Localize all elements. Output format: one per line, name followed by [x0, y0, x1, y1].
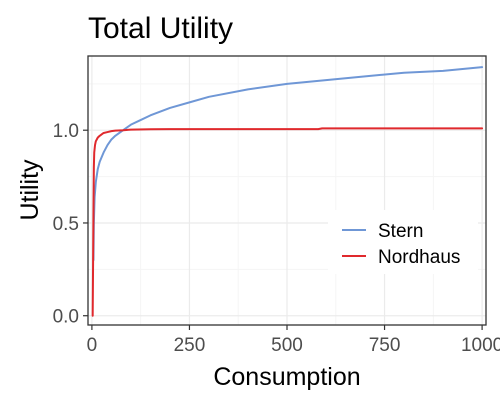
y-tick-label: 1.0: [53, 121, 79, 142]
x-axis-ticks: 0 250 500 750 1000: [87, 325, 500, 356]
y-axis-title: Utility: [16, 159, 44, 221]
series-line-stern: [92, 66, 484, 262]
series-lines: [91, 66, 484, 317]
legend-background: [328, 210, 478, 274]
major-gridlines: [88, 56, 486, 325]
legend: Stern Nordhaus: [328, 210, 478, 274]
x-tick-label: 750: [369, 335, 401, 356]
y-tick-label: 0.5: [53, 214, 79, 235]
x-tick-label: 1000: [461, 335, 500, 356]
legend-label-stern: Stern: [378, 221, 423, 242]
x-axis-title: Consumption: [213, 363, 360, 391]
legend-label-nordhaus: Nordhaus: [378, 247, 460, 268]
chart-title: Total Utility: [88, 12, 233, 45]
x-tick-label: 500: [271, 335, 303, 356]
x-tick-label: 250: [174, 335, 206, 356]
y-tick-label: 0.0: [53, 307, 79, 328]
x-tick-label: 0: [87, 335, 98, 356]
y-axis-ticks: 0.0 0.5 1.0: [53, 121, 88, 328]
series-line-nordhaus: [91, 127, 484, 317]
